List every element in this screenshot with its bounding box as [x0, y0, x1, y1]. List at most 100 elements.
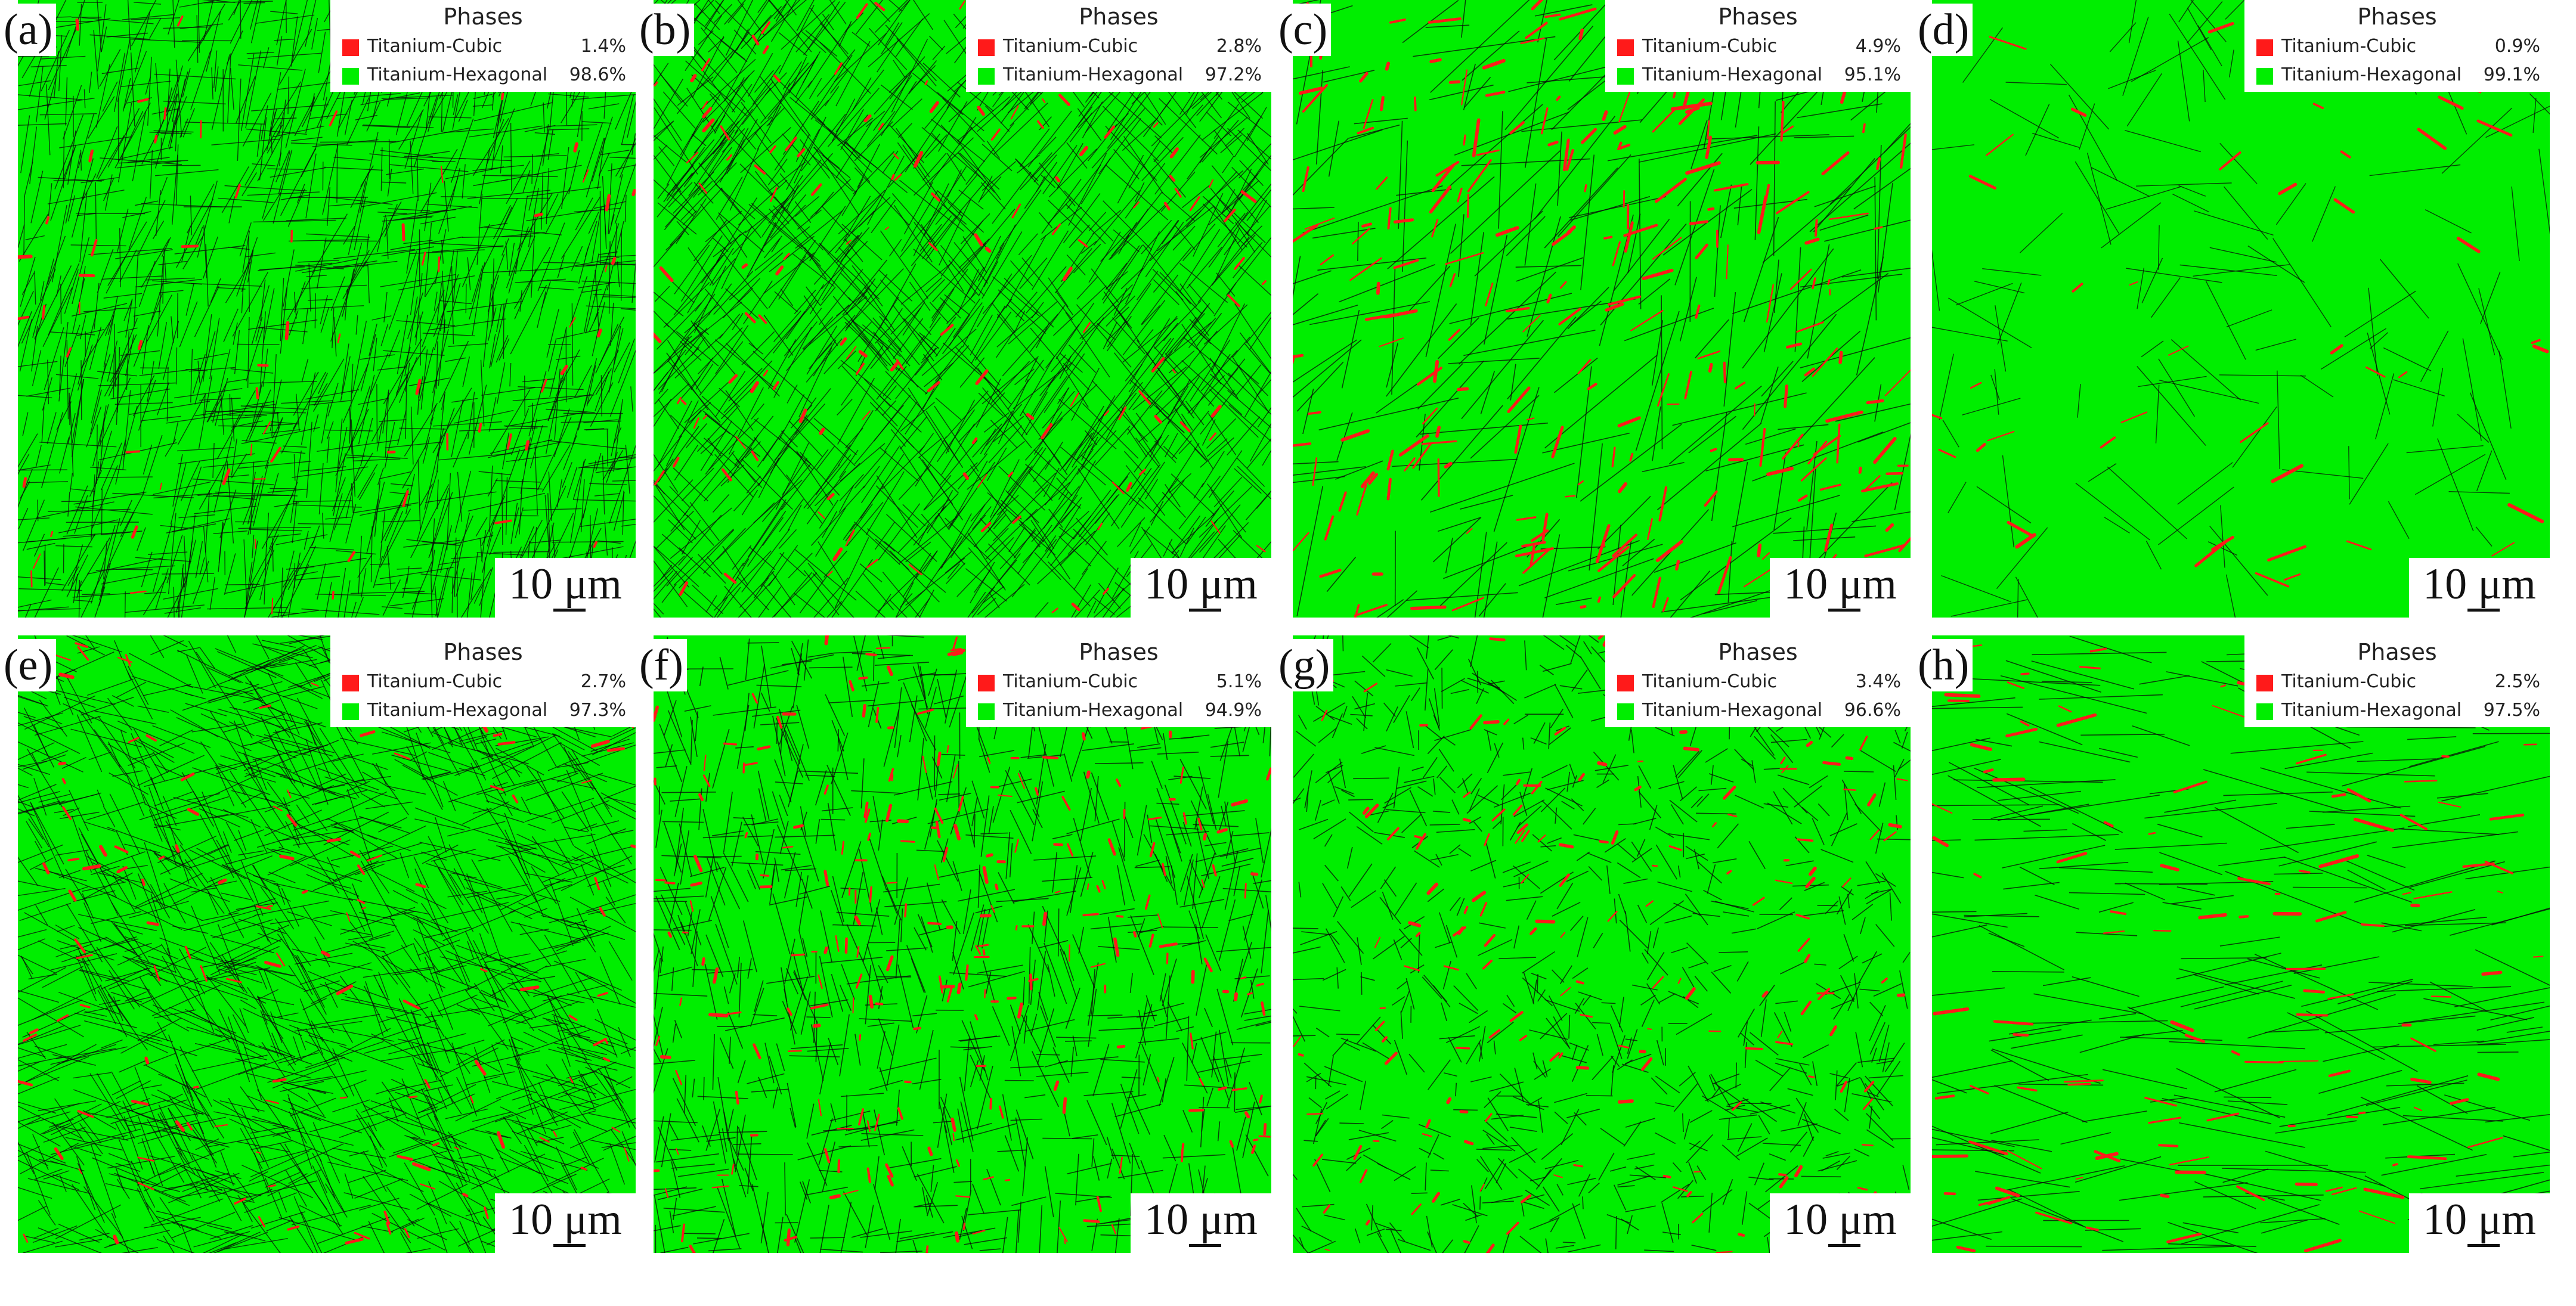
- phase-map: [1293, 635, 1911, 1253]
- scale-bar: 10 μm: [2409, 558, 2550, 618]
- cubic-swatch-icon: [978, 39, 995, 56]
- phase-percent: 4.9%: [1855, 36, 1901, 57]
- scale-line: [1828, 1244, 1860, 1247]
- scale-bar: 10 μm: [1131, 558, 1271, 618]
- phase-legend: Phases Titanium-Cubic 0.9% Titanium-Hexa…: [2244, 0, 2550, 92]
- phase-percent: 5.1%: [1216, 671, 1262, 692]
- legend-row-hexagonal: Titanium-Hexagonal 94.9%: [976, 697, 1262, 725]
- scale-line: [1189, 1244, 1221, 1247]
- panel-label: (b): [636, 4, 695, 56]
- scale-label: 10 μm: [1144, 1195, 1258, 1244]
- panel-label: (h): [1914, 639, 1973, 691]
- phase-name: Titanium-Hexagonal: [367, 700, 548, 721]
- legend-row-hexagonal: Titanium-Hexagonal 96.6%: [1615, 697, 1901, 725]
- phase-name: Titanium-Cubic: [1642, 36, 1778, 57]
- hexagonal-swatch-icon: [2256, 703, 2273, 720]
- phase-name: Titanium-Cubic: [2281, 671, 2417, 692]
- phase-name: Titanium-Hexagonal: [1642, 700, 1823, 721]
- cubic-swatch-icon: [978, 675, 995, 691]
- cubic-swatch-icon: [1617, 675, 1634, 691]
- hexagonal-swatch-icon: [978, 703, 995, 720]
- scale-label: 10 μm: [509, 1195, 622, 1244]
- legend-title: Phases: [1718, 639, 1798, 665]
- panel-label: (d): [1914, 4, 1973, 56]
- hexagonal-swatch-icon: [342, 703, 359, 720]
- microstructure-texture: [18, 635, 636, 1253]
- phase-percent: 99.1%: [2483, 64, 2540, 85]
- microstructure-texture: [1932, 635, 2550, 1253]
- legend-title: Phases: [443, 4, 523, 30]
- panel-label: (c): [1275, 4, 1332, 56]
- panel-label: (g): [1275, 639, 1334, 691]
- phase-percent: 97.2%: [1205, 64, 1262, 85]
- phase-percent: 3.4%: [1855, 671, 1901, 692]
- phase-percent: 95.1%: [1844, 64, 1901, 85]
- phase-percent: 0.9%: [2494, 36, 2540, 57]
- legend-title: Phases: [2357, 4, 2437, 30]
- scale-label: 10 μm: [1784, 560, 1897, 609]
- panel-g: (g) Phases Titanium-Cubic 3.4% Titanium-…: [1275, 635, 1911, 1253]
- panel-c: (c) Phases Titanium-Cubic 4.9% Titanium-…: [1275, 0, 1911, 618]
- legend-title: Phases: [443, 639, 523, 665]
- phase-name: Titanium-Hexagonal: [1003, 700, 1184, 721]
- phase-map: [1293, 0, 1911, 618]
- phase-percent: 2.5%: [2494, 671, 2540, 692]
- legend-row-cubic: Titanium-Cubic 5.1%: [976, 669, 1262, 696]
- phase-percent: 2.7%: [580, 671, 626, 692]
- cubic-swatch-icon: [1617, 39, 1634, 56]
- phase-name: Titanium-Cubic: [367, 36, 503, 57]
- scale-line: [1189, 609, 1221, 612]
- panel-h: (h) Phases Titanium-Cubic 2.5% Titanium-…: [1914, 635, 2550, 1253]
- cubic-swatch-icon: [2256, 675, 2273, 691]
- legend-row-cubic: Titanium-Cubic 2.8%: [976, 33, 1262, 61]
- panel-b: (b) Phases Titanium-Cubic 2.8% Titanium-…: [636, 0, 1271, 618]
- hexagonal-swatch-icon: [2256, 68, 2273, 85]
- panel-d: (d) Phases Titanium-Cubic 0.9% Titanium-…: [1914, 0, 2550, 618]
- legend-title: Phases: [1718, 4, 1798, 30]
- scale-line: [2467, 609, 2500, 612]
- phase-percent: 94.9%: [1205, 700, 1262, 721]
- hexagonal-swatch-icon: [342, 68, 359, 85]
- legend-row-cubic: Titanium-Cubic 2.5%: [2254, 669, 2540, 696]
- legend-row-cubic: Titanium-Cubic 4.9%: [1615, 33, 1901, 61]
- phase-legend: Phases Titanium-Cubic 2.7% Titanium-Hexa…: [330, 635, 636, 727]
- cubic-swatch-icon: [2256, 39, 2273, 56]
- hexagonal-swatch-icon: [1617, 703, 1634, 720]
- scale-bar: 10 μm: [2409, 1193, 2550, 1253]
- phase-percent: 97.5%: [2483, 700, 2540, 721]
- microstructure-texture: [1293, 635, 1911, 1253]
- panel-f: (f) Phases Titanium-Cubic 5.1% Titanium-…: [636, 635, 1271, 1253]
- panel-e: (e) Phases Titanium-Cubic 2.7% Titanium-…: [0, 635, 636, 1253]
- panel-a: (a) Phases Titanium-Cubic 1.4% Titanium-…: [0, 0, 636, 618]
- legend-row-hexagonal: Titanium-Hexagonal 97.5%: [2254, 697, 2540, 725]
- phase-legend: Phases Titanium-Cubic 5.1% Titanium-Hexa…: [966, 635, 1271, 727]
- panel-label: (f): [636, 639, 687, 691]
- legend-row-cubic: Titanium-Cubic 3.4%: [1615, 669, 1901, 696]
- phase-legend: Phases Titanium-Cubic 2.8% Titanium-Hexa…: [966, 0, 1271, 92]
- phase-legend: Phases Titanium-Cubic 3.4% Titanium-Hexa…: [1605, 635, 1911, 727]
- scale-bar: 10 μm: [495, 558, 636, 618]
- legend-row-cubic: Titanium-Cubic 1.4%: [340, 33, 626, 61]
- microstructure-texture: [1293, 0, 1911, 618]
- scale-bar: 10 μm: [1131, 1193, 1271, 1253]
- microstructure-texture: [18, 0, 636, 618]
- phase-name: Titanium-Cubic: [367, 671, 503, 692]
- phase-name: Titanium-Cubic: [2281, 36, 2417, 57]
- scale-line: [1828, 609, 1860, 612]
- phase-map: [18, 635, 636, 1253]
- phase-percent: 97.3%: [569, 700, 626, 721]
- phase-legend: Phases Titanium-Cubic 1.4% Titanium-Hexa…: [330, 0, 636, 92]
- scale-label: 10 μm: [509, 560, 622, 609]
- hexagonal-swatch-icon: [1617, 68, 1634, 85]
- legend-row-hexagonal: Titanium-Hexagonal 95.1%: [1615, 62, 1901, 89]
- legend-title: Phases: [2357, 639, 2437, 665]
- phase-map: [1932, 635, 2550, 1253]
- legend-row-cubic: Titanium-Cubic 0.9%: [2254, 33, 2540, 61]
- phase-percent: 96.6%: [1844, 700, 1901, 721]
- phase-map: [654, 635, 1271, 1253]
- legend-title: Phases: [1079, 4, 1159, 30]
- phase-name: Titanium-Cubic: [1003, 36, 1138, 57]
- cubic-swatch-icon: [342, 39, 359, 56]
- microstructure-texture: [1932, 0, 2550, 618]
- legend-row-hexagonal: Titanium-Hexagonal 97.2%: [976, 62, 1262, 89]
